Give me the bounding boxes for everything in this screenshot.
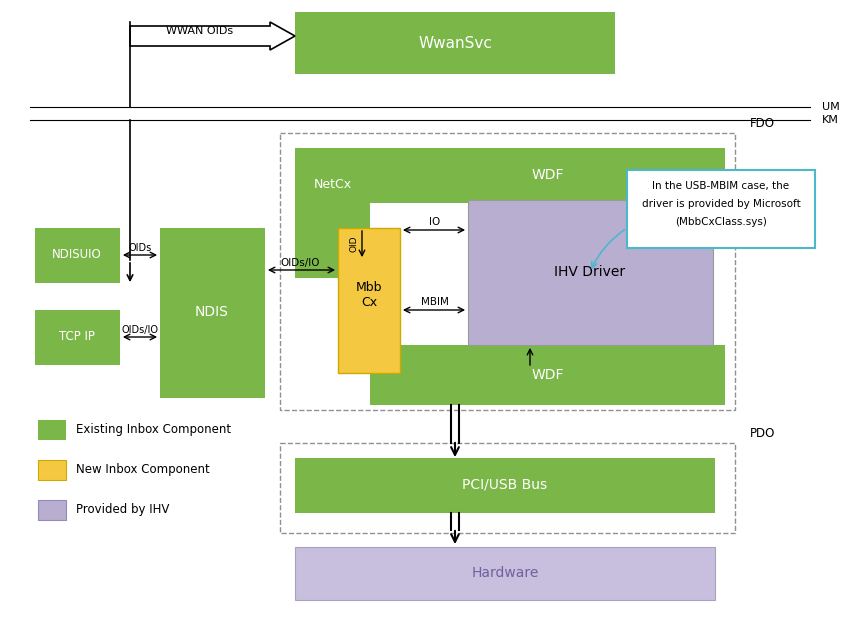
Text: New Inbox Component: New Inbox Component xyxy=(76,464,209,477)
Text: OIDs: OIDs xyxy=(129,243,151,253)
Bar xyxy=(370,148,725,203)
Text: WWAN OIDs: WWAN OIDs xyxy=(167,26,234,36)
Bar xyxy=(160,228,265,398)
Text: driver is provided by Microsoft: driver is provided by Microsoft xyxy=(642,199,801,209)
Bar xyxy=(38,500,66,520)
Bar xyxy=(38,460,66,480)
Bar xyxy=(338,228,400,373)
Bar xyxy=(295,148,370,278)
Text: MBIM: MBIM xyxy=(421,297,449,307)
Bar xyxy=(468,200,713,345)
Text: In the USB-MBIM case, the: In the USB-MBIM case, the xyxy=(653,181,790,191)
Bar xyxy=(280,133,735,410)
Text: NetCx: NetCx xyxy=(314,179,352,192)
Text: PCI/USB Bus: PCI/USB Bus xyxy=(463,478,547,492)
Text: IO: IO xyxy=(430,217,441,227)
Bar xyxy=(627,170,815,248)
Bar xyxy=(370,345,725,405)
Text: TCP IP: TCP IP xyxy=(59,330,95,343)
Bar xyxy=(295,547,715,600)
Text: Existing Inbox Component: Existing Inbox Component xyxy=(76,423,231,436)
Text: Hardware: Hardware xyxy=(471,566,539,580)
Text: WDF: WDF xyxy=(532,168,564,182)
Text: OIDs/IO: OIDs/IO xyxy=(121,325,158,335)
Text: PDO: PDO xyxy=(750,427,775,440)
Text: KM: KM xyxy=(822,115,838,125)
Text: WwanSvc: WwanSvc xyxy=(418,35,492,50)
Text: FDO: FDO xyxy=(750,117,775,130)
Bar xyxy=(38,420,66,440)
Bar xyxy=(280,443,735,533)
Text: OID: OID xyxy=(350,236,358,252)
Text: NDIS: NDIS xyxy=(195,305,229,319)
Text: Mbb
Cx: Mbb Cx xyxy=(356,281,383,309)
Text: OIDs/IO: OIDs/IO xyxy=(280,258,320,268)
Text: WDF: WDF xyxy=(532,368,564,382)
Text: IHV Driver: IHV Driver xyxy=(554,265,626,279)
Bar xyxy=(295,458,715,513)
Text: (MbbCxClass.sys): (MbbCxClass.sys) xyxy=(675,217,767,227)
Bar xyxy=(295,12,615,74)
Text: Provided by IHV: Provided by IHV xyxy=(76,503,169,516)
Text: UM: UM xyxy=(822,102,840,112)
Bar xyxy=(35,310,120,365)
Bar xyxy=(35,228,120,283)
Text: NDISUIO: NDISUIO xyxy=(52,249,102,262)
